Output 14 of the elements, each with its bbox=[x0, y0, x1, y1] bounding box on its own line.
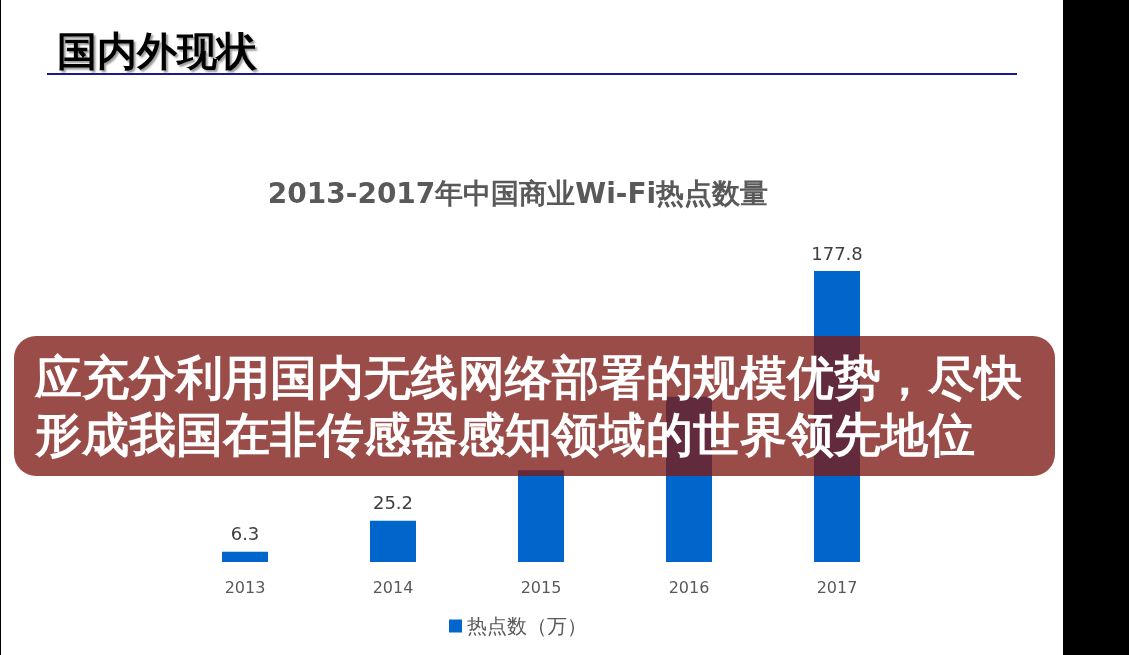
bar bbox=[222, 551, 268, 562]
data-label: 177.8 bbox=[811, 242, 863, 264]
x-tick-label: 2013 bbox=[224, 577, 266, 597]
bar bbox=[370, 520, 416, 562]
text: 国内外现状 bbox=[57, 28, 257, 74]
x-tick-label: 2016 bbox=[668, 577, 710, 597]
x-tick-label: 2014 bbox=[372, 577, 414, 597]
x-tick-label: 2017 bbox=[816, 577, 858, 597]
legend-label: 热点数（万） bbox=[467, 614, 587, 638]
data-label: 6.3 bbox=[230, 523, 260, 545]
chart-title: 2013-2017年中国商业Wi-Fi热点数量 bbox=[267, 176, 769, 210]
annotation: 应充分利用国内无线网络部署的规模优势，尽快形成我国在非传感器感知领域的世界领先地位 bbox=[35, 349, 1023, 463]
x-tick-label: 2015 bbox=[520, 577, 562, 597]
data-label: 25.2 bbox=[372, 492, 414, 514]
